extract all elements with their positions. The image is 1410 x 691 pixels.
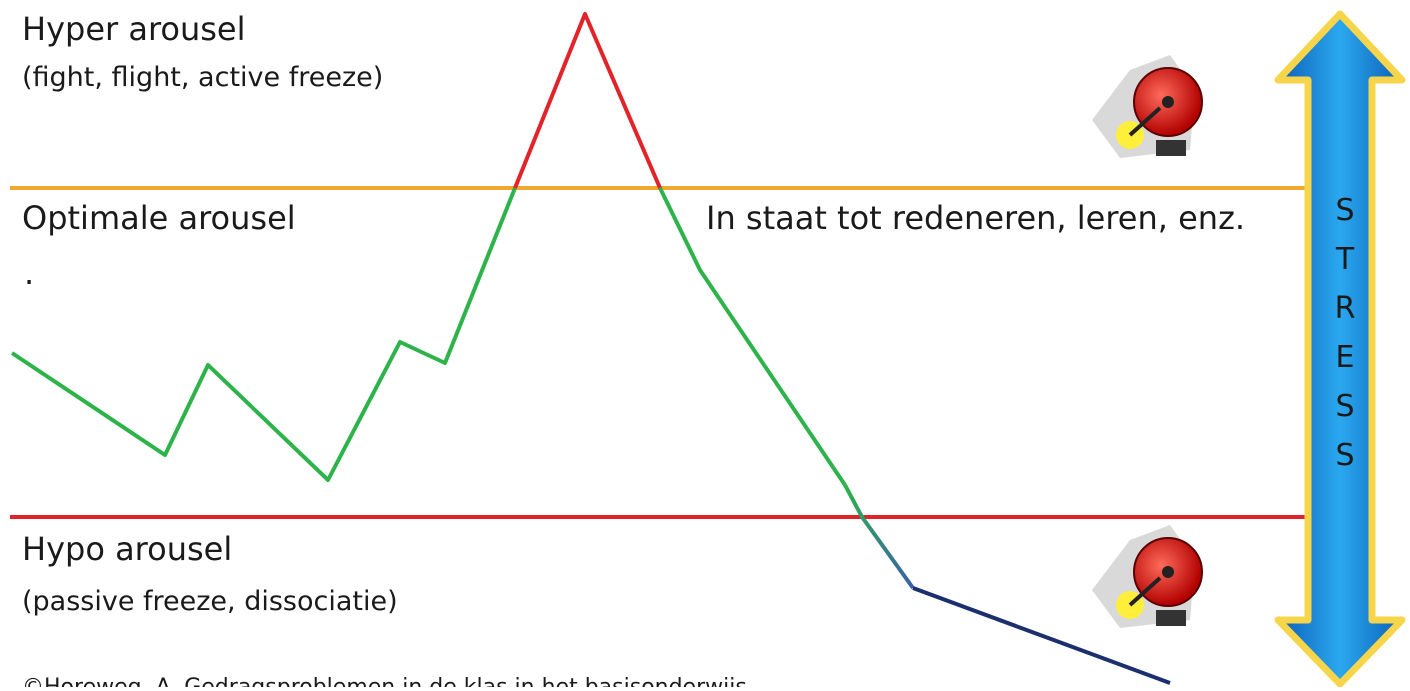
- stress-letter: S: [1335, 193, 1354, 228]
- stress-letter: R: [1335, 291, 1356, 326]
- alarm-bell: [1092, 55, 1203, 158]
- zone-title: Hypo arousel: [22, 530, 232, 568]
- arousal-line-hyper: [513, 12, 662, 189]
- stress-letter: E: [1336, 340, 1355, 375]
- stress-letter: S: [1335, 438, 1354, 473]
- stress-letter: S: [1335, 389, 1354, 424]
- zone-description: In staat tot redeneren, leren, enz.: [706, 199, 1245, 237]
- stress-arrow: [1274, 10, 1406, 688]
- zone-title: Optimale arousel: [22, 199, 296, 237]
- arousal-line-hypo: [912, 586, 1171, 685]
- arousal-line-transition: [843, 484, 915, 590]
- arousal-line-optimal: [10, 187, 517, 482]
- credit: ©Horeweg, A. Gedragsproblemen in de klas…: [22, 675, 754, 687]
- zone-subtitle: (passive freeze, dissociatie): [22, 586, 398, 617]
- zone-note: .: [24, 254, 34, 292]
- zone-subtitle: (fight, flight, active freeze): [22, 62, 383, 93]
- stress-letter: T: [1335, 242, 1355, 277]
- arousal-line-optimal: [658, 187, 847, 487]
- alarm-bell: [1092, 525, 1203, 628]
- zone-title: Hyper arousel: [22, 10, 246, 48]
